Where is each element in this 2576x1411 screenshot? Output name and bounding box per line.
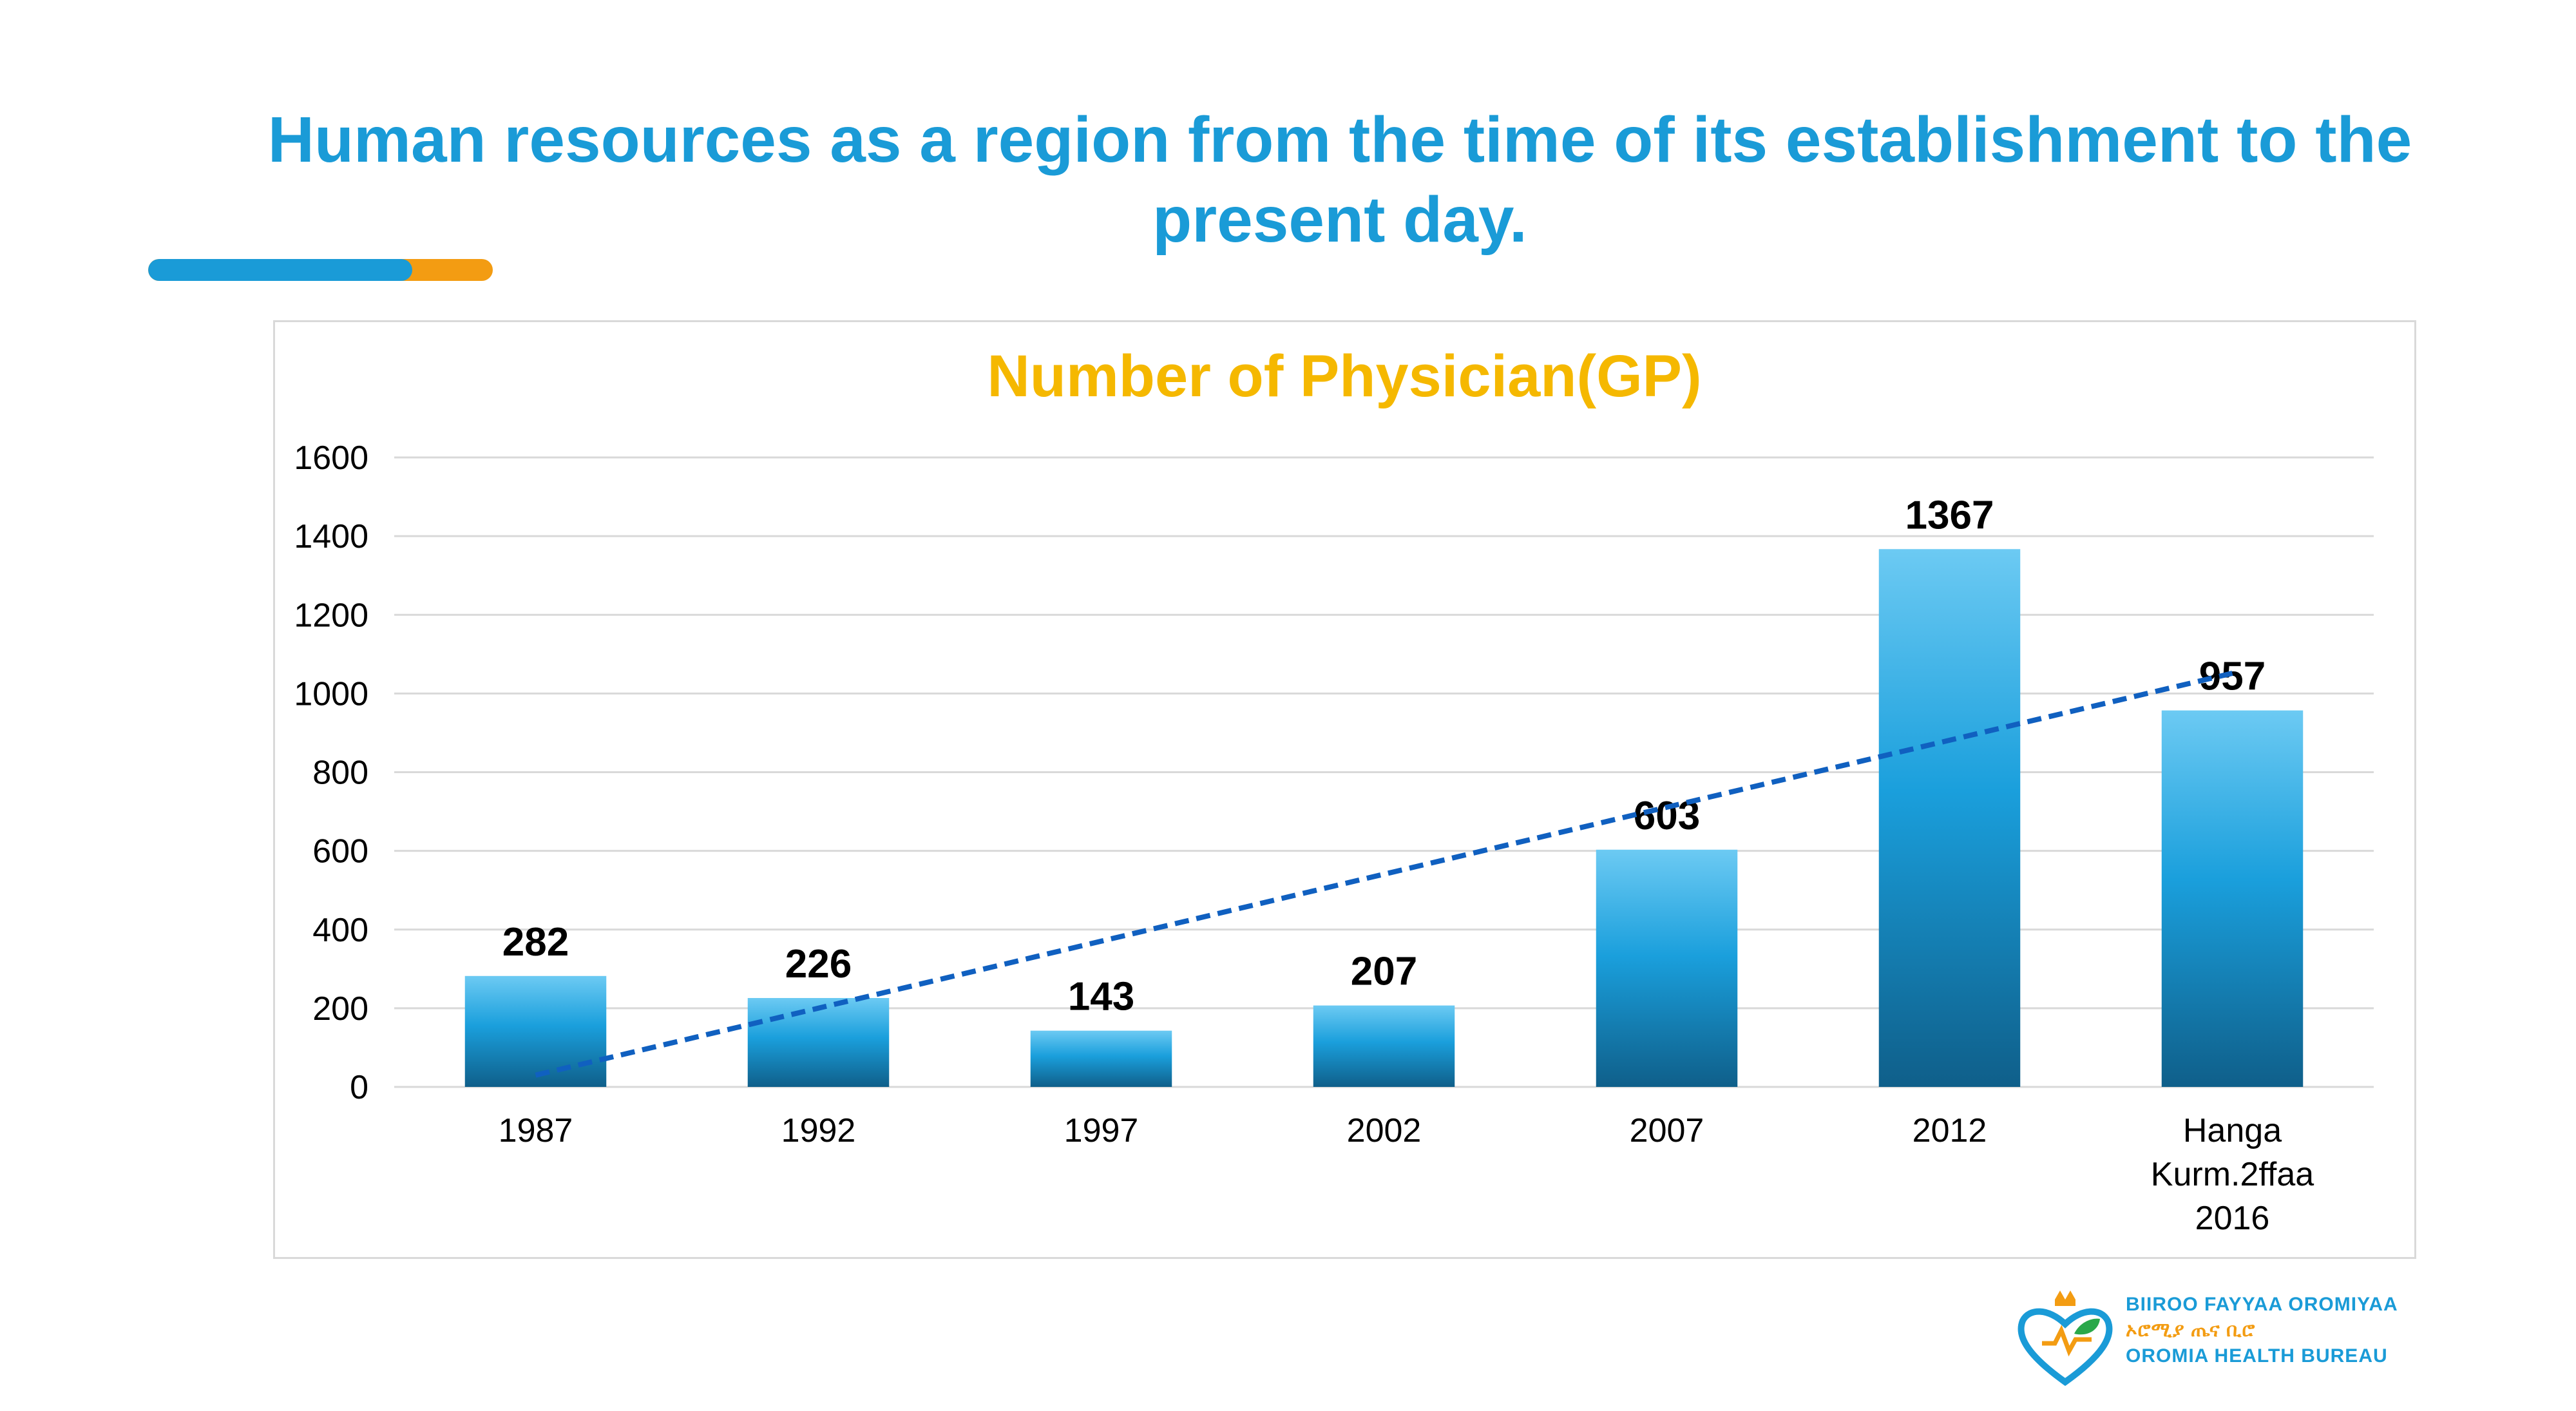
- x-tick-label-line: Kurm.2ffaa: [2151, 1156, 2314, 1193]
- logo-text: BIIROO FAYYAA OROMIYAA ኦሮሚያ ጤና ቢሮ OROMIA…: [2126, 1292, 2398, 1369]
- x-tick-label: 1997: [1064, 1112, 1139, 1149]
- bars: [464, 549, 2304, 1087]
- x-tick-label: 1987: [499, 1112, 573, 1149]
- accent-bar: [148, 259, 493, 281]
- x-tick-label: 2012: [1913, 1112, 1987, 1149]
- x-tick-label-line: 2007: [1630, 1112, 1704, 1149]
- bar: [1878, 549, 2021, 1087]
- x-tick-label-line: 2016: [2195, 1200, 2270, 1237]
- y-axis-ticks: 0 200 400 600 800 1000 1200 1400 1600: [294, 439, 368, 1106]
- y-tick-label: 600: [312, 833, 368, 870]
- chart-frame: Number of Physician(GP) 0 200 400 600 800 100…: [273, 320, 2416, 1259]
- bar: [2161, 710, 2304, 1087]
- bar: [1596, 849, 1738, 1087]
- data-label: 282: [502, 920, 569, 965]
- bar: [1313, 1005, 1455, 1087]
- heart-leaf-crown-icon: [2018, 1291, 2113, 1387]
- logo-line1: BIIROO FAYYAA OROMIYAA: [2126, 1294, 2398, 1315]
- logo-line2: ኦሮሚያ ጤና ቢሮ: [2126, 1320, 2256, 1341]
- x-tick-label-line: 1987: [499, 1112, 573, 1149]
- x-tick-label: 2002: [1347, 1112, 1422, 1149]
- y-tick-label: 400: [312, 912, 368, 949]
- y-tick-label: 1600: [294, 439, 368, 477]
- x-tick-label-line: 1992: [781, 1112, 856, 1149]
- slide-title-line2: present day.: [1152, 184, 1527, 256]
- data-label: 143: [1068, 975, 1134, 1019]
- x-tick-label-line: 2002: [1347, 1112, 1422, 1149]
- bar: [464, 975, 607, 1087]
- x-tick-label: 2007: [1630, 1112, 1704, 1149]
- bar: [747, 997, 890, 1087]
- y-tick-label: 800: [312, 754, 368, 792]
- y-tick-label: 1000: [294, 675, 368, 713]
- logo-line3: OROMIA HEALTH BUREAU: [2126, 1345, 2388, 1367]
- gridlines: [394, 456, 2374, 1088]
- x-axis-ticks: 1987 1992 1997 2002 2007 2012 Hanga Kurm.2ffaa 2…: [499, 1112, 2314, 1237]
- data-label: 1367: [1905, 493, 1994, 537]
- y-tick-label: 1400: [294, 518, 368, 555]
- physician-bar-chart: Number of Physician(GP) 0 200 400 600 800 100…: [294, 343, 2374, 1237]
- accent-bar-blue: [148, 259, 412, 281]
- logo: [2018, 1291, 2113, 1387]
- chart-title: Number of Physician(GP): [987, 343, 1701, 409]
- slide-title-line1: Human resources as a region from the tim…: [267, 104, 2412, 176]
- y-tick-label: 200: [312, 990, 368, 1028]
- x-tick-label: Hanga Kurm.2ffaa 2016: [2151, 1112, 2314, 1237]
- y-tick-label: 1200: [294, 597, 368, 634]
- bar: [1030, 1030, 1172, 1087]
- trendline: [535, 671, 2233, 1078]
- x-tick-label-line: 1997: [1064, 1112, 1139, 1149]
- x-tick-label-line: 2012: [1913, 1112, 1987, 1149]
- x-tick-label: 1992: [781, 1112, 856, 1149]
- data-label: 207: [1351, 950, 1417, 994]
- data-label: 226: [785, 942, 852, 986]
- y-tick-label: 0: [350, 1069, 368, 1106]
- slide-title: Human resources as a region from the tim…: [193, 100, 2486, 260]
- x-tick-label-line: Hanga: [2183, 1112, 2282, 1149]
